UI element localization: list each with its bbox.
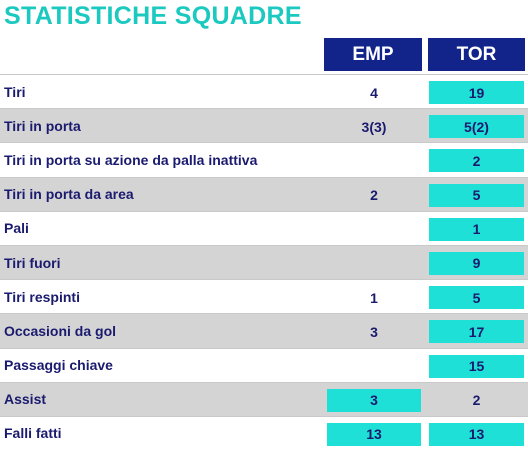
stat-value-emp: 4 <box>370 84 378 101</box>
stat-row-tiri-palla-inattiva: Tiri in porta su azione da palla inattiv… <box>0 142 528 176</box>
stats-table: Tiri 4 19 Tiri in porta 3(3) 5(2) Tiri i… <box>0 74 528 450</box>
stat-value-emp <box>327 218 421 241</box>
stat-row-tiri: Tiri 4 19 <box>0 74 528 108</box>
stat-row-tiri-in-porta: Tiri in porta 3(3) 5(2) <box>0 108 528 143</box>
team-header-emp: EMP <box>324 38 422 71</box>
stat-value-tor: 2 <box>472 392 481 409</box>
stat-label: Tiri in porta su azione da palla inattiv… <box>4 151 258 168</box>
team-header-tor: TOR <box>428 38 525 71</box>
stat-row-tiri-respinti: Tiri respinti 1 5 <box>0 279 528 313</box>
stat-value-emp: 1 <box>370 289 378 306</box>
stat-label: Passaggi chiave <box>4 357 113 374</box>
stat-label: Tiri in porta da area <box>4 186 134 203</box>
stat-label: Pali <box>4 220 29 237</box>
stat-label: Tiri fuori <box>4 254 61 271</box>
stat-value-tor: 5(2) <box>429 115 524 139</box>
stat-label: Tiri in porta <box>4 117 81 134</box>
stat-value-tor: 5 <box>429 183 524 207</box>
stat-value-emp: 3(3) <box>361 118 387 135</box>
stat-value-emp <box>327 252 421 275</box>
stat-label: Tiri respinti <box>4 288 80 305</box>
stat-value-tor: 1 <box>429 217 524 241</box>
stat-value-emp: 3 <box>370 323 378 340</box>
stat-value-tor: 17 <box>429 320 524 344</box>
stat-label: Falli fatti <box>4 425 62 442</box>
stat-row-tiri-fuori: Tiri fuori 9 <box>0 244 528 280</box>
stat-value-emp: 13 <box>327 422 421 446</box>
stat-value-tor: 13 <box>429 422 524 446</box>
stat-row-occasioni: Occasioni da gol 3 17 <box>0 313 528 348</box>
stat-label: Assist <box>4 391 47 408</box>
stat-value-tor: 2 <box>429 149 524 173</box>
stat-value-emp: 3 <box>327 388 421 412</box>
stat-row-pali: Pali 1 <box>0 210 528 245</box>
page-title: STATISTICHE SQUADRE <box>4 2 302 30</box>
stat-value-tor: 15 <box>429 354 524 378</box>
stat-row-passaggi-chiave: Passaggi chiave 15 <box>0 347 528 382</box>
stat-row-falli-fatti: Falli fatti 13 13 <box>0 415 528 450</box>
stat-value-tor: 19 <box>429 81 524 104</box>
stat-value-emp <box>327 355 421 378</box>
stat-row-tiri-da-area: Tiri in porta da area 2 5 <box>0 176 528 211</box>
stat-value-emp <box>327 149 421 172</box>
stat-value-emp: 2 <box>370 187 378 204</box>
stat-row-assist: Assist 3 2 <box>0 381 528 416</box>
stat-label: Occasioni da gol <box>4 322 117 339</box>
stat-label: Tiri <box>4 83 26 100</box>
stat-value-tor: 9 <box>429 251 524 275</box>
stat-value-tor: 5 <box>429 286 524 310</box>
